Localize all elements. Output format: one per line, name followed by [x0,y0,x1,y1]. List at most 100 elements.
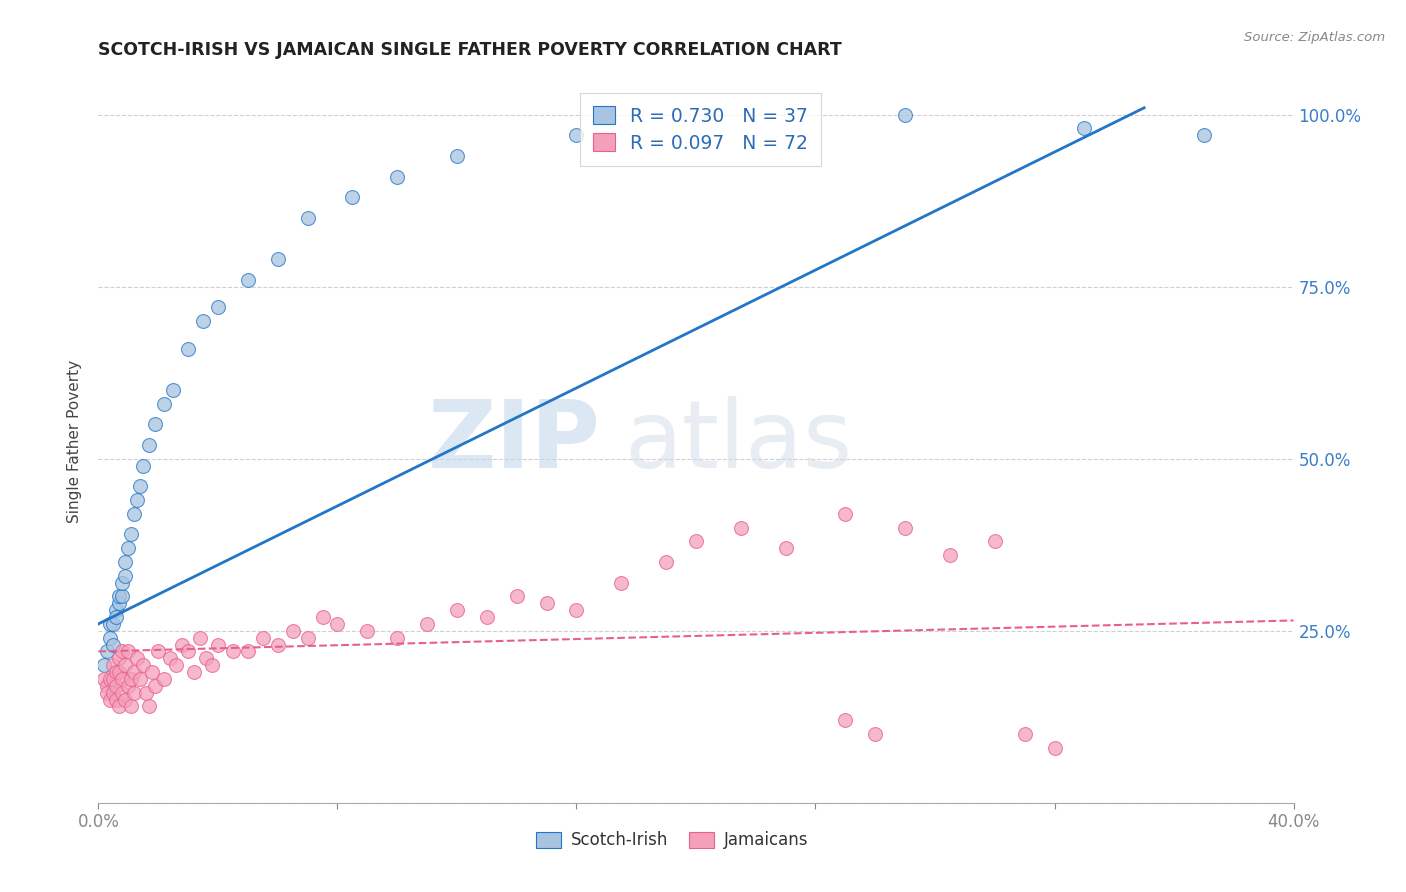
Point [610,575,633,590]
Point [148,644,170,658]
Point [188,631,211,645]
Point [103,616,125,631]
Point [565,603,588,617]
Point [1073,121,1095,136]
Point [96,686,118,700]
Point [120,672,142,686]
Point [141,665,163,679]
Point [267,252,290,267]
Point [506,590,529,604]
Point [894,520,917,534]
Point [311,610,333,624]
Point [111,575,134,590]
Point [108,596,131,610]
Point [120,699,142,714]
Point [342,190,364,204]
Point [326,616,349,631]
Point [416,616,439,631]
Point [177,644,200,658]
Point [165,658,187,673]
Text: ZIP: ZIP [427,395,600,488]
Point [143,679,166,693]
Point [201,658,224,673]
Text: Source: ZipAtlas.com: Source: ZipAtlas.com [1244,31,1385,45]
Point [103,686,125,700]
Point [138,699,160,714]
Point [103,638,125,652]
Point [356,624,378,638]
Point [98,692,122,706]
Point [153,397,176,411]
Point [1014,727,1036,741]
Point [143,417,166,432]
Point [685,534,707,549]
Point [267,638,290,652]
Point [93,672,115,686]
Point [124,665,146,679]
Point [127,493,149,508]
Point [297,631,319,645]
Point [252,631,274,645]
Point [195,651,218,665]
Point [1043,740,1066,755]
Point [834,713,856,727]
Point [385,631,409,645]
Point [111,672,134,686]
Point [93,658,115,673]
Point [236,273,259,287]
Point [177,342,200,356]
Point [191,314,214,328]
Point [236,644,259,658]
Point [108,651,131,665]
Point [108,590,131,604]
Point [834,507,856,521]
Point [129,672,152,686]
Point [1192,128,1215,143]
Text: SCOTCH-IRISH VS JAMAICAN SINGLE FATHER POVERTY CORRELATION CHART: SCOTCH-IRISH VS JAMAICAN SINGLE FATHER P… [98,41,842,59]
Point [114,555,136,569]
Point [565,128,588,143]
Point [132,458,155,473]
Point [114,658,136,673]
Point [385,169,409,184]
Point [132,658,155,673]
Point [120,527,142,541]
Point [114,692,136,706]
Point [129,479,152,493]
Point [117,541,139,556]
Text: atlas: atlas [624,395,852,488]
Point [138,438,160,452]
Point [135,686,157,700]
Point [117,644,139,658]
Point [730,520,752,534]
Point [108,665,131,679]
Point [105,603,128,617]
Point [162,383,184,397]
Point [865,727,887,741]
Point [124,686,146,700]
Point [124,507,146,521]
Point [96,644,118,658]
Point [98,631,122,645]
Point [536,596,558,610]
Point [96,679,118,693]
Point [159,651,181,665]
Point [939,548,962,562]
Point [297,211,319,225]
Point [111,686,134,700]
Point [153,672,176,686]
Point [108,699,131,714]
Point [984,534,1007,549]
Point [207,301,229,315]
Point [281,624,304,638]
Point [105,692,128,706]
Point [105,610,128,624]
Point [98,672,122,686]
Point [105,665,128,679]
Point [475,610,498,624]
Point [446,603,468,617]
Point [655,555,678,569]
Point [103,658,125,673]
Point [111,644,134,658]
Point [114,568,136,582]
